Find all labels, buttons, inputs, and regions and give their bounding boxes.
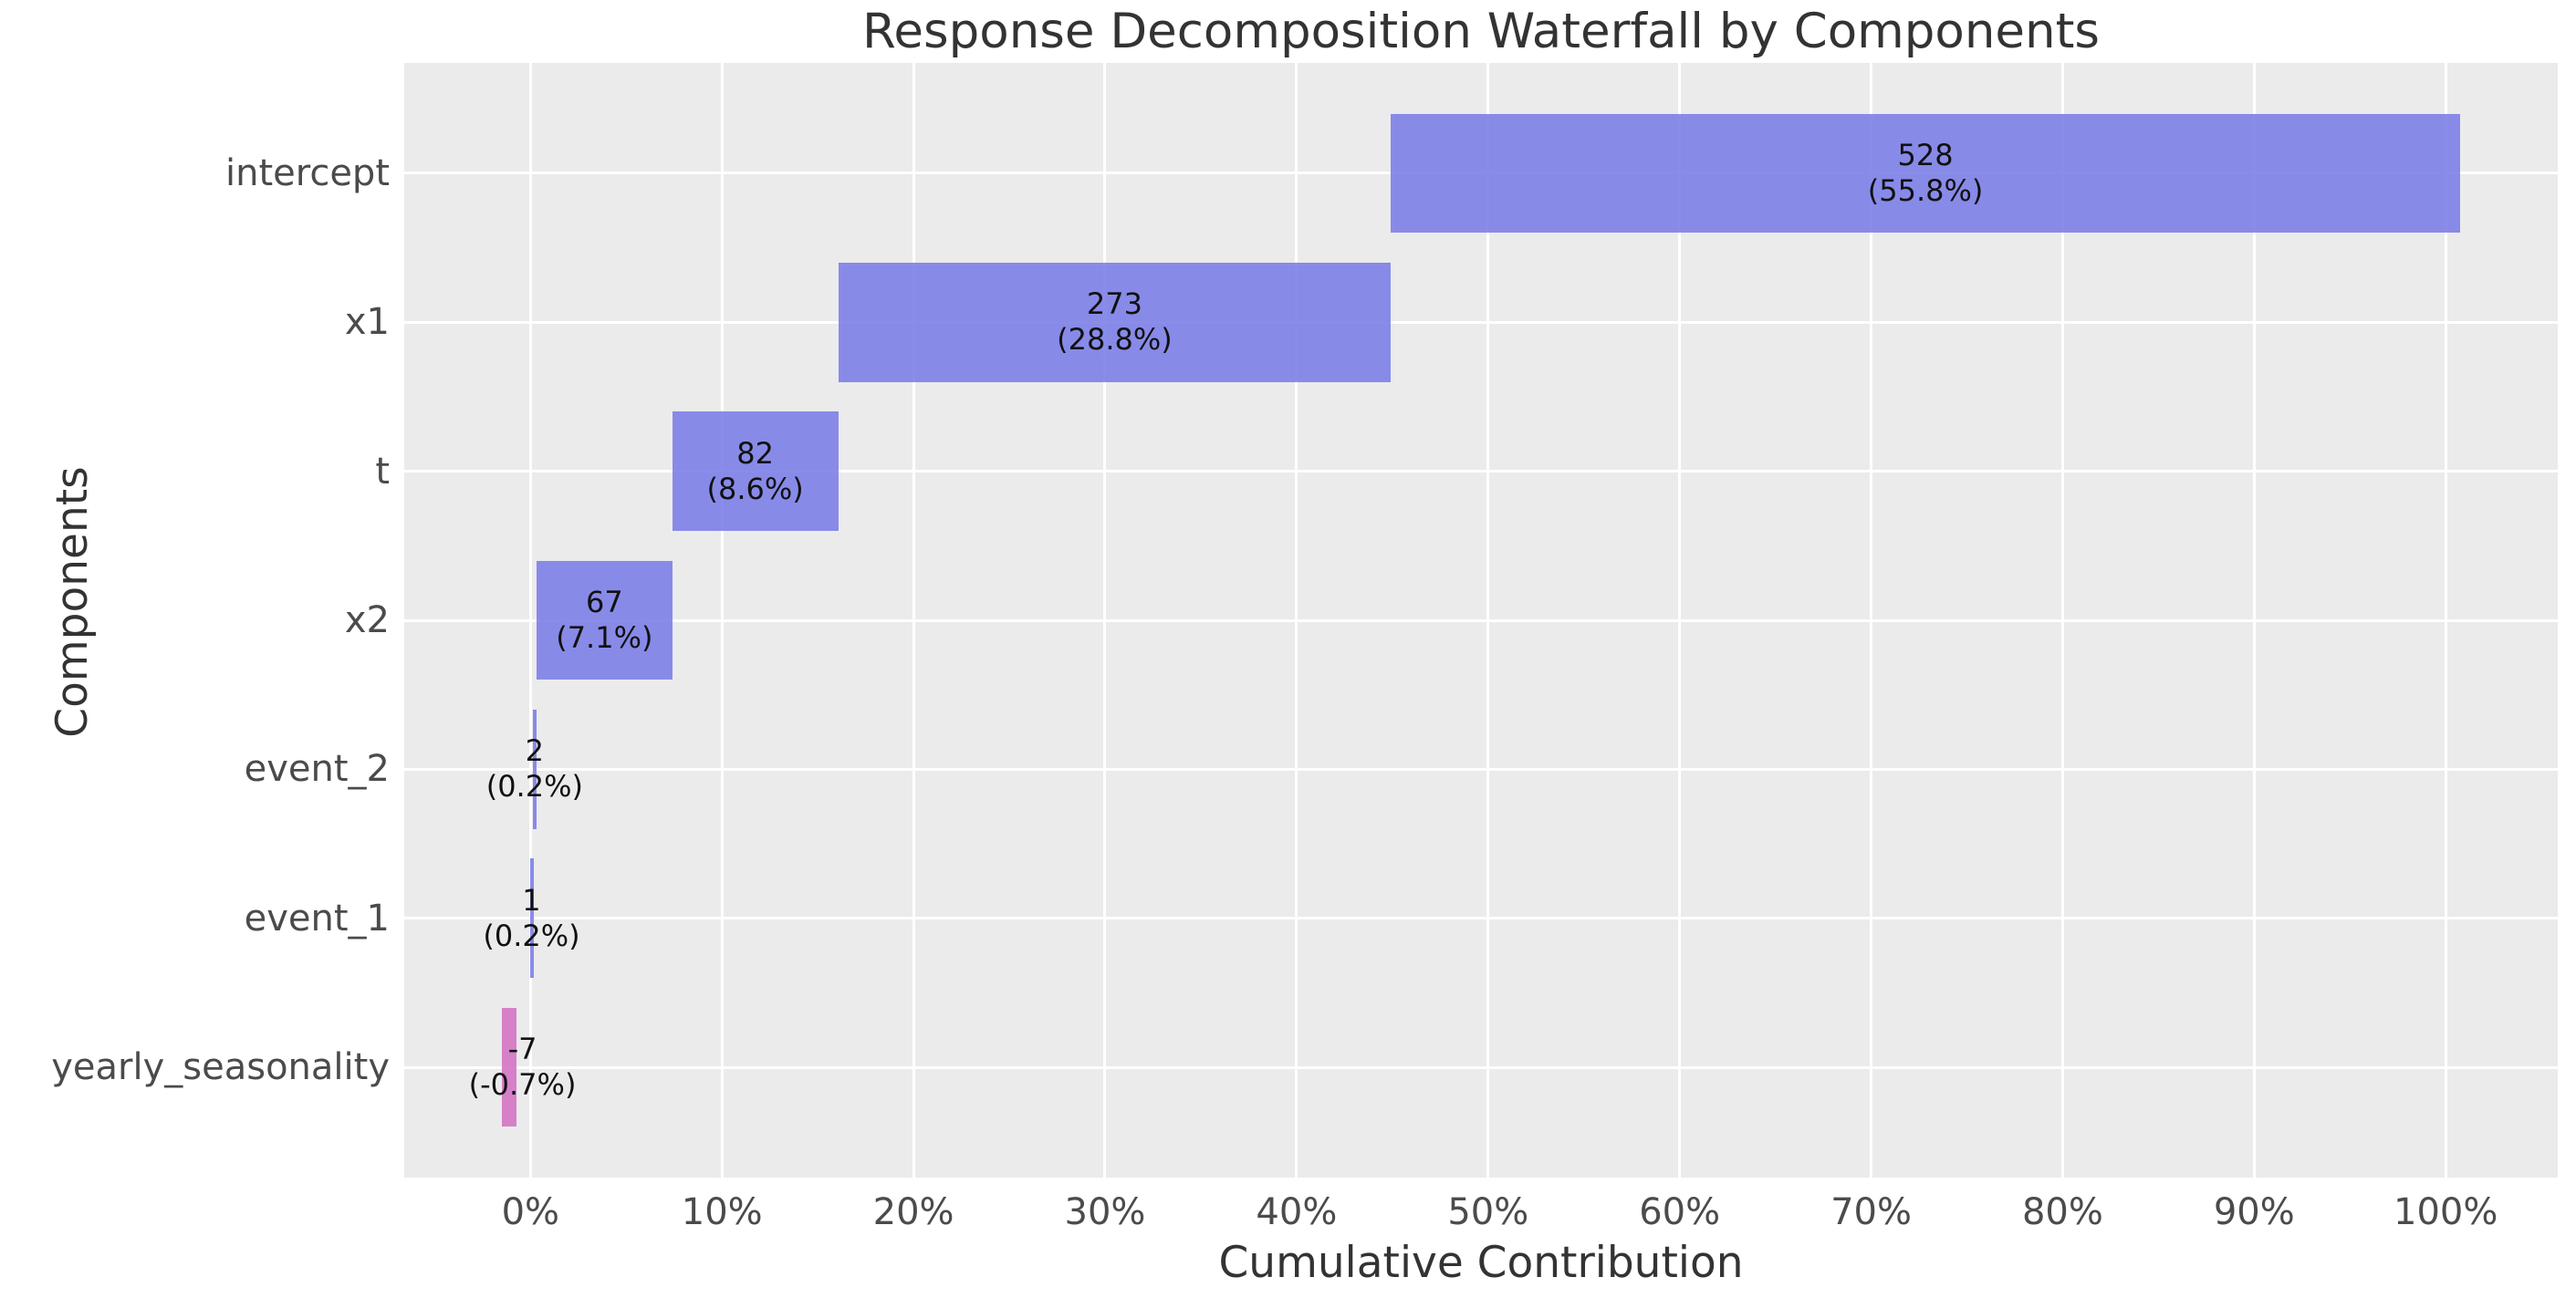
plot-area: 528 (55.8%) 273 (28.8%) 82 (8.6%) 67 (7.1%)… bbox=[404, 63, 2558, 1178]
bar-label-yearly_seasonality: -7 (-0.7%) bbox=[468, 1032, 577, 1103]
gridline-y-yearly_seasonality bbox=[404, 1065, 2558, 1069]
x-tick-50%: 50% bbox=[1447, 1191, 1529, 1233]
y-tick-event_1: event_1 bbox=[244, 897, 390, 940]
y-axis-label: Components bbox=[47, 466, 98, 738]
bar-event_1 bbox=[530, 858, 534, 979]
bar-x1 bbox=[838, 262, 1392, 382]
bar-event_2 bbox=[532, 710, 537, 829]
y-tick-intercept: intercept bbox=[225, 151, 390, 194]
gridline-y-x2 bbox=[404, 618, 2558, 622]
chart-title: Response Decomposition Waterfall by Comp… bbox=[861, 4, 2101, 59]
y-tick-x2: x2 bbox=[344, 599, 390, 641]
bar-intercept bbox=[1391, 113, 2460, 234]
bar-label-event_2: 2 (0.2%) bbox=[485, 733, 583, 805]
bar-label-intercept: 528 (55.8%) bbox=[1867, 137, 1984, 208]
x-tick-80%: 80% bbox=[2021, 1191, 2103, 1233]
y-tick-event_2: event_2 bbox=[244, 748, 390, 791]
x-axis-label: Cumulative Contribution bbox=[1218, 1238, 1744, 1288]
x-tick-0%: 0% bbox=[501, 1191, 560, 1233]
x-tick-30%: 30% bbox=[1064, 1191, 1146, 1233]
y-tick-x1: x1 bbox=[344, 301, 390, 344]
x-tick-60%: 60% bbox=[1639, 1191, 1721, 1233]
gridline-y-x1 bbox=[404, 320, 2558, 324]
bar-label-t: 82 (8.6%) bbox=[706, 435, 804, 506]
bar-label-x1: 273 (28.8%) bbox=[1057, 286, 1173, 358]
x-tick-40%: 40% bbox=[1256, 1191, 1338, 1233]
y-tick-t: t bbox=[375, 450, 390, 493]
gridline-y-t bbox=[404, 470, 2558, 473]
x-tick-20%: 20% bbox=[872, 1191, 954, 1233]
gridline-y-event_1 bbox=[404, 917, 2558, 920]
x-tick-100%: 100% bbox=[2393, 1191, 2498, 1233]
bar-yearly_seasonality bbox=[502, 1007, 516, 1127]
y-tick-yearly_seasonality: yearly_seasonality bbox=[51, 1046, 390, 1089]
x-tick-70%: 70% bbox=[1830, 1191, 1912, 1233]
bar-label-x2: 67 (7.1%) bbox=[556, 585, 653, 655]
x-tick-10%: 10% bbox=[681, 1191, 763, 1233]
gridline-y-event_2 bbox=[404, 767, 2558, 771]
bar-label-event_1: 1 (0.2%) bbox=[483, 882, 580, 953]
bar-x2 bbox=[537, 560, 673, 680]
x-tick-90%: 90% bbox=[2213, 1191, 2295, 1233]
bar-t bbox=[672, 411, 839, 531]
